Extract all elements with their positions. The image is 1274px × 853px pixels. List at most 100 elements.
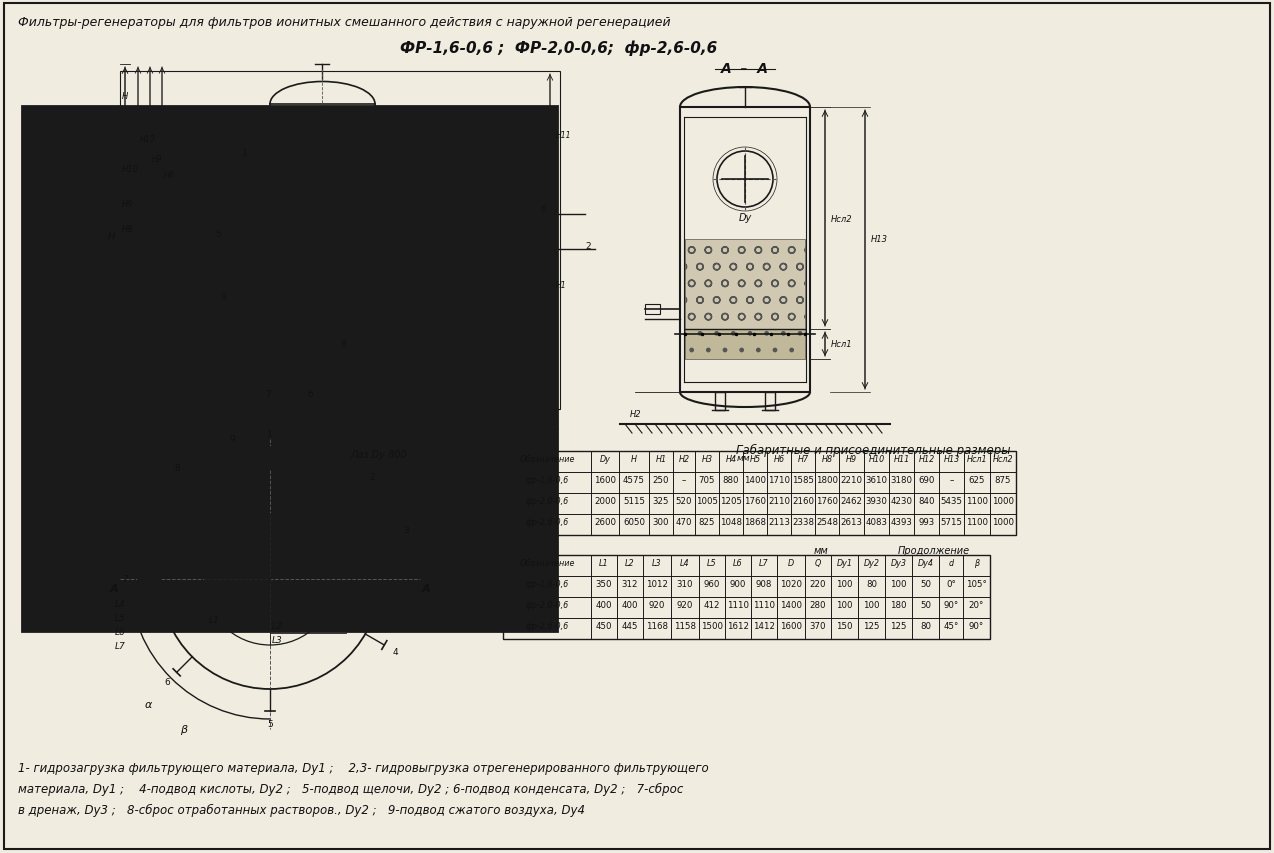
Polygon shape (228, 221, 242, 229)
Text: 6: 6 (164, 677, 171, 686)
Polygon shape (464, 212, 476, 218)
Text: 20°: 20° (968, 601, 985, 609)
Text: H6: H6 (773, 455, 785, 463)
Text: 920: 920 (676, 601, 693, 609)
Text: 1710: 1710 (768, 475, 790, 485)
Text: 2462: 2462 (841, 496, 862, 506)
Polygon shape (308, 376, 322, 383)
Text: 4: 4 (392, 647, 399, 656)
Text: 2: 2 (585, 241, 591, 251)
Text: 125: 125 (891, 621, 907, 630)
Text: 1868: 1868 (744, 518, 766, 526)
Text: 1012: 1012 (646, 579, 668, 589)
Text: 8: 8 (175, 464, 180, 473)
Text: 45°: 45° (943, 621, 959, 630)
Text: 920: 920 (648, 601, 665, 609)
Text: H7: H7 (798, 455, 809, 463)
Text: 2338: 2338 (792, 518, 814, 526)
Text: H9: H9 (122, 200, 134, 209)
Text: 825: 825 (698, 518, 715, 526)
Text: 1000: 1000 (992, 496, 1014, 506)
Text: L3: L3 (652, 559, 661, 567)
Text: А: А (422, 583, 431, 594)
Text: H2: H2 (679, 455, 689, 463)
Text: 180: 180 (891, 601, 907, 609)
Polygon shape (231, 161, 245, 168)
Text: H13: H13 (943, 455, 959, 463)
Text: А: А (110, 583, 118, 594)
Text: фр-2,0-0,6: фр-2,0-0,6 (525, 601, 568, 609)
Text: –: – (949, 475, 954, 485)
Polygon shape (335, 351, 349, 358)
Text: L2: L2 (273, 621, 283, 630)
Text: 1: 1 (268, 430, 273, 439)
Text: мм: мм (814, 545, 828, 555)
Text: 280: 280 (810, 601, 827, 609)
Text: 6: 6 (307, 390, 313, 398)
Text: H5: H5 (749, 455, 761, 463)
Text: 5115: 5115 (623, 496, 645, 506)
Polygon shape (308, 376, 322, 383)
Text: H8: H8 (822, 455, 833, 463)
Text: 150: 150 (836, 621, 852, 630)
Text: 1800: 1800 (817, 475, 838, 485)
Text: 105°: 105° (966, 579, 987, 589)
Text: 0°: 0° (947, 579, 956, 589)
Polygon shape (273, 376, 287, 383)
Text: 2000: 2000 (594, 496, 617, 506)
Text: H2: H2 (631, 409, 642, 419)
Text: Dy: Dy (600, 455, 610, 463)
Text: 4083: 4083 (865, 518, 888, 526)
Text: 908: 908 (755, 579, 772, 589)
Text: 400: 400 (622, 601, 638, 609)
Text: 3: 3 (404, 525, 409, 534)
Text: 7: 7 (122, 575, 127, 583)
Text: 310: 310 (676, 579, 693, 589)
Text: H1: H1 (555, 280, 567, 289)
Text: 1760: 1760 (817, 496, 838, 506)
Text: Dy: Dy (739, 212, 752, 223)
Text: 3180: 3180 (891, 475, 912, 485)
Text: 7: 7 (265, 390, 271, 398)
Text: Габаритные и присоединительные размеры: Габаритные и присоединительные размеры (736, 444, 1010, 456)
Text: L4: L4 (115, 600, 126, 608)
Text: 4575: 4575 (623, 475, 645, 485)
Text: 1100: 1100 (966, 496, 989, 506)
Polygon shape (343, 376, 357, 383)
Text: 312: 312 (622, 579, 638, 589)
Text: 50: 50 (920, 601, 931, 609)
Text: 875: 875 (995, 475, 1012, 485)
Text: Hсл2: Hсл2 (831, 214, 852, 223)
Text: L7: L7 (759, 559, 768, 567)
Text: L4: L4 (680, 559, 689, 567)
Text: Фильтры-регенераторы для фильтров ионитных смешанного действия с наружной регене: Фильтры-регенераторы для фильтров ионитн… (18, 16, 670, 29)
Text: 6: 6 (540, 205, 545, 214)
Text: L6: L6 (115, 627, 126, 636)
Text: ФР-1,6-0,6 ;  ФР-2,0-0,6;  фр-2,6-0,6: ФР-1,6-0,6 ; ФР-2,0-0,6; фр-2,6-0,6 (400, 40, 717, 55)
Text: 1110: 1110 (753, 601, 775, 609)
Text: 350: 350 (596, 579, 613, 589)
Text: 5: 5 (268, 720, 273, 728)
Text: 470: 470 (675, 518, 692, 526)
Text: Dy3: Dy3 (891, 559, 907, 567)
Text: 705: 705 (698, 475, 715, 485)
Text: фр-1,6-0,6: фр-1,6-0,6 (525, 475, 568, 485)
Polygon shape (316, 376, 330, 383)
Text: 2613: 2613 (841, 518, 862, 526)
Text: H11: H11 (893, 455, 910, 463)
Text: H10: H10 (140, 136, 155, 144)
Text: H12: H12 (919, 455, 935, 463)
Text: 520: 520 (675, 496, 692, 506)
Text: фр-2,6-0,6: фр-2,6-0,6 (525, 518, 568, 526)
Text: Продолжение: Продолжение (898, 545, 970, 555)
Text: фр-2,0-0,6: фр-2,0-0,6 (525, 496, 568, 506)
Polygon shape (464, 247, 476, 252)
Text: 1600: 1600 (594, 475, 617, 485)
Text: 2110: 2110 (768, 496, 790, 506)
Polygon shape (464, 247, 476, 252)
Text: –: – (682, 475, 687, 485)
Text: 2210: 2210 (841, 475, 862, 485)
Text: H10: H10 (869, 455, 884, 463)
Text: 9: 9 (229, 435, 236, 444)
Text: Обозначение: Обозначение (520, 455, 575, 463)
